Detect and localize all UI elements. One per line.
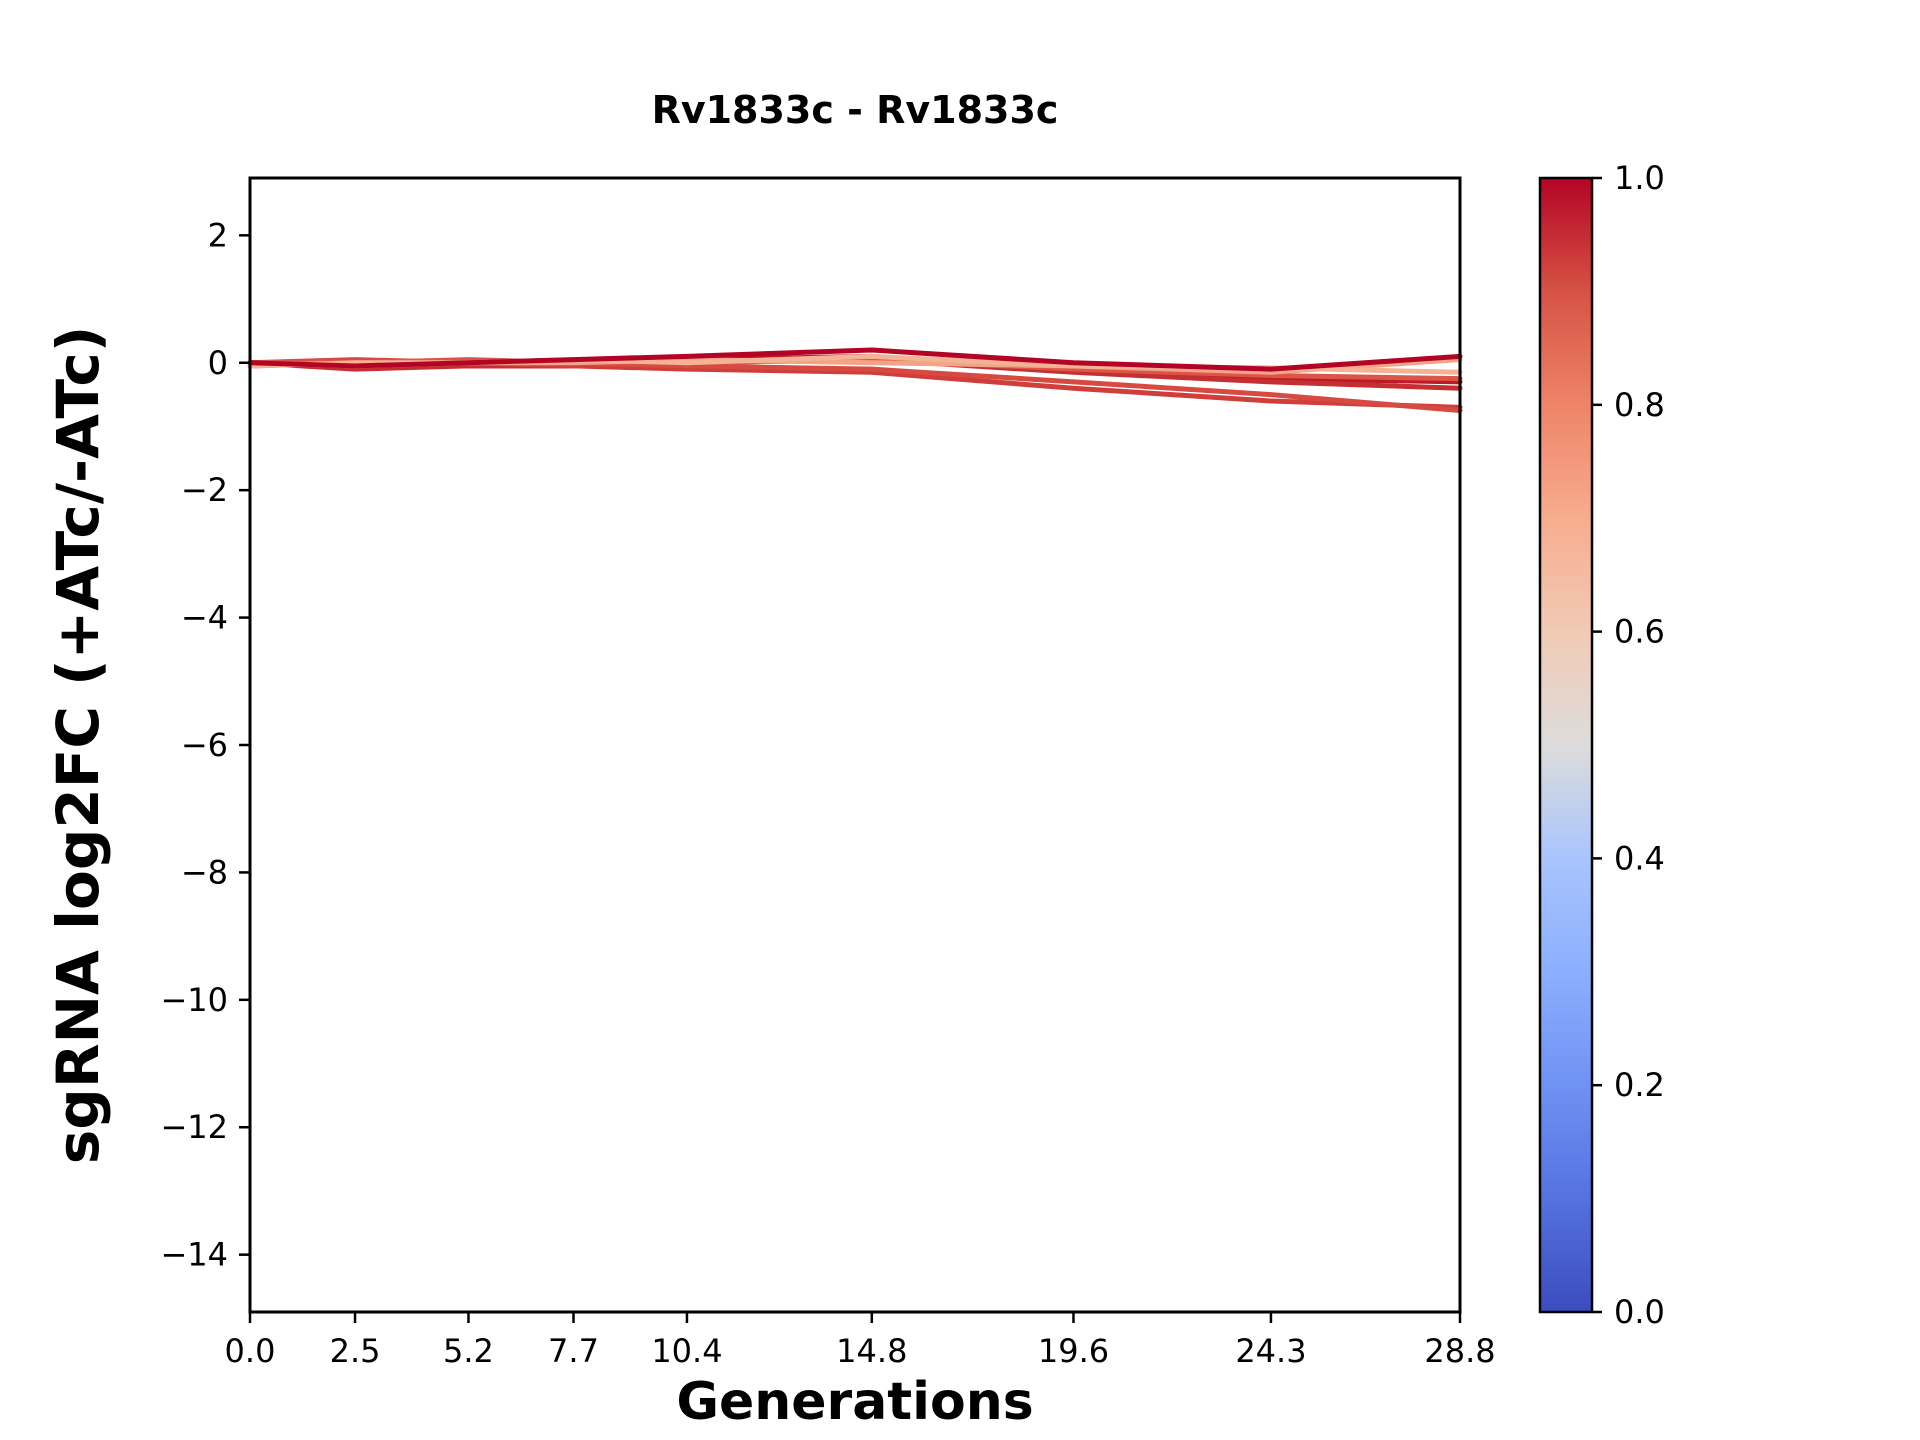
colorbar-tick-label: 0.8	[1614, 386, 1665, 424]
x-tick-label: 0.0	[225, 1332, 276, 1370]
y-tick-label: −12	[160, 1108, 228, 1146]
x-axis-label: Generations	[676, 1372, 1034, 1432]
colorbar-tick-label: 0.6	[1614, 613, 1665, 651]
colorbar-tick-label: 1.0	[1614, 159, 1665, 197]
x-tick-label: 2.5	[330, 1332, 381, 1370]
x-tick-label: 24.3	[1235, 1332, 1306, 1370]
colorbar-gradient	[1540, 178, 1592, 1312]
y-tick-label: −10	[160, 981, 228, 1019]
colorbar-tick-label: 0.0	[1614, 1293, 1665, 1331]
y-tick-label: 0	[208, 344, 228, 382]
y-tick-label: −6	[181, 726, 228, 764]
x-tick-label: 28.8	[1424, 1332, 1495, 1370]
colorbar-frame	[1538, 176, 1594, 1314]
colorbar-tick-label: 0.2	[1614, 1066, 1665, 1104]
y-tick-label: −8	[181, 853, 228, 891]
x-tick-label: 10.4	[651, 1332, 722, 1370]
y-tick-label: 2	[208, 216, 228, 254]
series-line	[247, 347, 1463, 372]
y-tick-label: −14	[160, 1236, 228, 1274]
x-tick-label: 5.2	[443, 1332, 494, 1370]
y-tick-label: −4	[181, 599, 228, 637]
x-tick-label: 14.8	[836, 1332, 907, 1370]
y-tick-label: −2	[181, 471, 228, 509]
colorbar-tick-label: 0.4	[1614, 839, 1665, 877]
x-tick-label: 7.7	[548, 1332, 599, 1370]
x-tick-label: 19.6	[1038, 1332, 1109, 1370]
chart-title: Rv1833c - Rv1833c	[651, 88, 1059, 132]
